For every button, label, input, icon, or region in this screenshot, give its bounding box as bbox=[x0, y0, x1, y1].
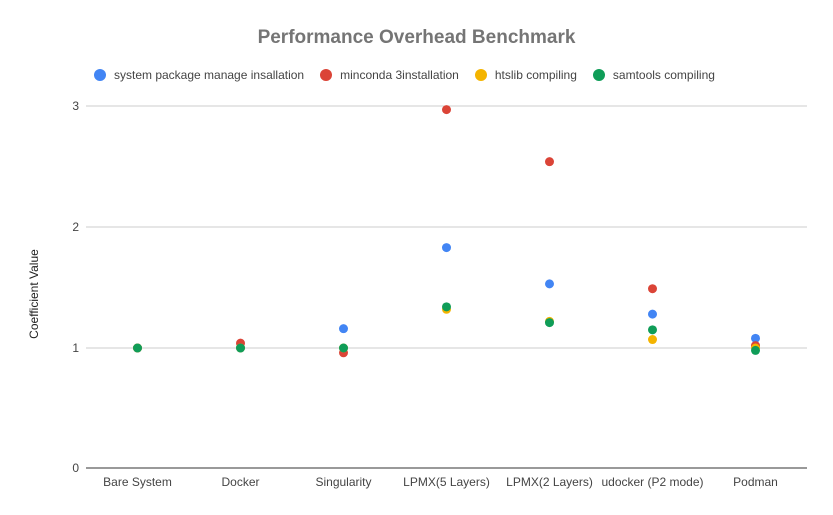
data-point[interactable] bbox=[442, 243, 451, 252]
x-tick-label: Docker bbox=[221, 475, 259, 489]
data-point[interactable] bbox=[442, 105, 451, 114]
y-tick-labels: 0 1 2 3 bbox=[72, 99, 79, 475]
y-tick-label: 2 bbox=[72, 220, 79, 234]
data-point[interactable] bbox=[648, 310, 657, 319]
data-point[interactable] bbox=[751, 346, 760, 355]
data-point[interactable] bbox=[648, 284, 657, 293]
data-point[interactable] bbox=[442, 302, 451, 311]
data-point[interactable] bbox=[545, 157, 554, 166]
data-point[interactable] bbox=[545, 279, 554, 288]
data-point[interactable] bbox=[648, 325, 657, 334]
y-tick-label: 1 bbox=[72, 341, 79, 355]
x-tick-label: udocker (P2 mode) bbox=[601, 475, 703, 489]
data-points bbox=[133, 105, 760, 357]
gridlines bbox=[86, 106, 807, 468]
y-axis-title: Coefficient Value bbox=[27, 249, 41, 339]
data-point[interactable] bbox=[236, 344, 245, 353]
data-point[interactable] bbox=[648, 335, 657, 344]
x-tick-label: Podman bbox=[733, 475, 778, 489]
data-point[interactable] bbox=[339, 324, 348, 333]
x-tick-label: Singularity bbox=[315, 475, 371, 489]
x-tick-label: Bare System bbox=[103, 475, 172, 489]
y-tick-label: 3 bbox=[72, 99, 79, 113]
x-tick-label: LPMX(2 Layers) bbox=[506, 475, 593, 489]
y-tick-label: 0 bbox=[72, 461, 79, 475]
data-point[interactable] bbox=[339, 344, 348, 353]
x-tick-labels: Bare System Docker Singularity LPMX(5 Layer… bbox=[103, 475, 778, 489]
data-point[interactable] bbox=[133, 344, 142, 353]
x-tick-label: LPMX(5 Layers) bbox=[403, 475, 490, 489]
data-point[interactable] bbox=[545, 318, 554, 327]
